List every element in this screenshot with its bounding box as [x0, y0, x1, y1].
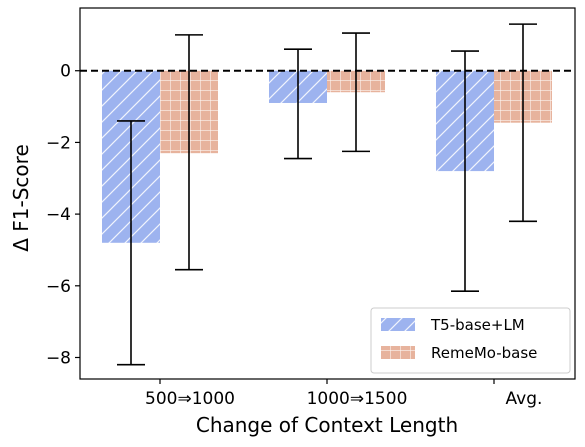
legend: T5-base+LM RemeMo-base [370, 307, 571, 374]
y-tick-label-4: −8 [46, 348, 71, 368]
x-tick-label-2: Avg. [506, 389, 543, 409]
legend-swatch-t5 [381, 318, 415, 331]
bars-layer [102, 70, 552, 243]
y-tick-label-2: −4 [46, 205, 71, 225]
y-tick-label-3: −6 [46, 277, 71, 297]
x-tick-label-1: 1000⇒1500 [307, 389, 408, 409]
legend-label-rememo: RemeMo-base [431, 344, 537, 362]
x-tick-label-0: 500⇒1000 [145, 389, 235, 409]
y-tick-label-0: 0 [60, 62, 71, 82]
y-tick-label-1: −2 [46, 133, 71, 153]
x-axis-label: Change of Context Length [196, 413, 458, 437]
legend-label-t5: T5-base+LM [430, 316, 525, 334]
error-layer [117, 23, 537, 366]
legend-swatch-rememo [381, 346, 415, 359]
axis-layer: 0 −2 −4 −6 −8 500⇒1000 1000⇒1500 Avg. [46, 7, 576, 409]
legend-frame [370, 307, 571, 374]
y-axis-label: Δ F1-Score [9, 144, 33, 252]
